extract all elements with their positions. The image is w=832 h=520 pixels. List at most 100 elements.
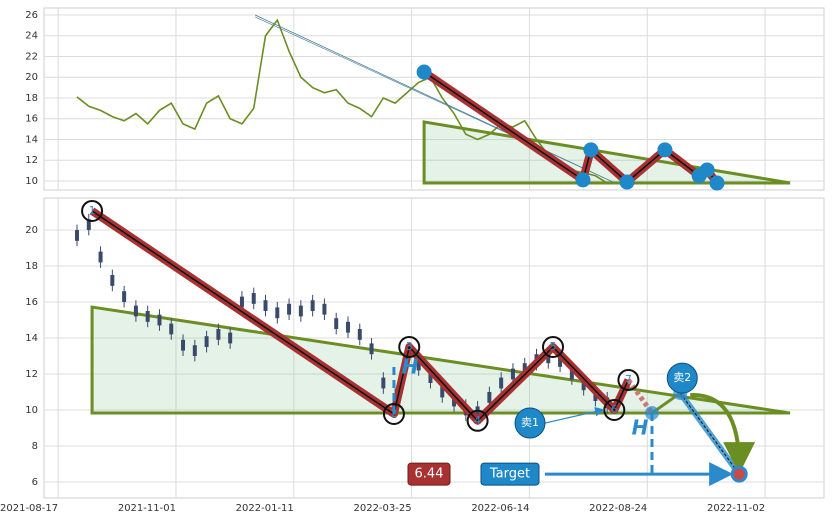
projection-arrow bbox=[679, 392, 741, 476]
pivot-label: 3 bbox=[406, 340, 413, 353]
candle-body bbox=[558, 356, 563, 367]
candle-body bbox=[310, 300, 315, 312]
candle-body bbox=[440, 386, 445, 398]
candle-body bbox=[122, 291, 127, 303]
pivot-point bbox=[575, 172, 591, 188]
pivot-point bbox=[583, 142, 599, 158]
x-tick-label: 2022-06-14 bbox=[471, 503, 529, 514]
candle-body bbox=[145, 311, 150, 322]
candle-body bbox=[263, 300, 268, 312]
candle-body bbox=[251, 293, 256, 304]
pivot-circle bbox=[542, 336, 565, 359]
y-tick-label: 20 bbox=[25, 225, 38, 236]
trend-line bbox=[255, 16, 616, 184]
candle-body bbox=[345, 321, 350, 333]
y-tick-label: 16 bbox=[25, 297, 38, 308]
price-line bbox=[76, 18, 608, 184]
plot-frame bbox=[43, 7, 825, 191]
pivot-label: 4 bbox=[474, 414, 481, 427]
candle-body bbox=[192, 345, 197, 357]
trend-line bbox=[254, 14, 616, 184]
pivot-label: 6 bbox=[611, 403, 618, 416]
x-tick-label: 2022-03-25 bbox=[353, 503, 411, 514]
sell-bubble bbox=[666, 362, 698, 394]
pivot-point bbox=[657, 142, 673, 158]
triangle-pattern bbox=[90, 305, 791, 415]
candle-body bbox=[133, 305, 138, 317]
x-tick-label: 2022-11-02 bbox=[707, 503, 765, 514]
candle-body bbox=[381, 377, 386, 389]
y-tick-label: 20 bbox=[25, 72, 38, 83]
candle-body bbox=[369, 343, 374, 355]
sell-point bbox=[644, 406, 659, 421]
candle-body bbox=[475, 406, 480, 418]
candle-body bbox=[86, 219, 91, 231]
candle-body bbox=[546, 352, 551, 364]
target-value-box bbox=[407, 462, 451, 486]
candle-body bbox=[239, 296, 244, 308]
pivot-circle bbox=[81, 199, 104, 222]
plot-frame bbox=[43, 197, 825, 499]
pivot-point bbox=[699, 162, 715, 178]
y-tick-label: 22 bbox=[25, 51, 38, 62]
y-tick-label: 12 bbox=[25, 369, 38, 380]
pivot-label: 1 bbox=[89, 204, 96, 217]
candle-body bbox=[157, 314, 162, 326]
y-tick-label: 14 bbox=[25, 134, 38, 145]
candle-body bbox=[334, 318, 339, 330]
candle-body bbox=[216, 329, 221, 340]
candle-body bbox=[357, 329, 362, 340]
candle-body bbox=[98, 251, 103, 263]
sell-label: 卖1 bbox=[521, 416, 539, 429]
y-tick-label: 18 bbox=[25, 261, 38, 272]
candle-body bbox=[487, 392, 492, 403]
y-tick-label: 8 bbox=[32, 441, 38, 452]
h-label: H bbox=[632, 416, 649, 440]
y-tick-label: 14 bbox=[25, 333, 38, 344]
pivot-label: 5 bbox=[550, 340, 557, 353]
x-tick-label: 2021-11-01 bbox=[118, 503, 176, 514]
candle-body bbox=[499, 377, 504, 389]
target-point bbox=[730, 465, 748, 483]
target-value: 6.44 bbox=[415, 467, 444, 482]
h-label: H bbox=[402, 354, 419, 378]
candle-body bbox=[287, 303, 292, 315]
candle-body bbox=[181, 339, 186, 351]
pivot-point bbox=[416, 64, 432, 80]
candle-body bbox=[169, 323, 174, 335]
candle-body bbox=[581, 379, 586, 391]
y-tick-label: 6 bbox=[32, 477, 38, 488]
candle-body bbox=[322, 303, 327, 315]
candle-body bbox=[275, 307, 280, 319]
pivot-circle bbox=[466, 409, 489, 432]
y-tick-label: 24 bbox=[25, 31, 38, 42]
candle-body bbox=[228, 332, 233, 344]
candle-body bbox=[298, 305, 303, 317]
candle-body bbox=[74, 230, 79, 241]
sell-arrow bbox=[544, 406, 605, 424]
sell-bubble bbox=[514, 407, 546, 439]
pivot-circle bbox=[382, 402, 405, 425]
pivot-point bbox=[709, 175, 725, 191]
y-tick-label: 10 bbox=[25, 405, 38, 416]
pivot-label: 7 bbox=[625, 373, 632, 386]
target-label: Target bbox=[489, 467, 530, 482]
target-box bbox=[480, 462, 540, 486]
sell-label: 卖2 bbox=[673, 371, 691, 384]
y-tick-label: 12 bbox=[25, 155, 38, 166]
candle-body bbox=[110, 275, 115, 286]
y-tick-label: 18 bbox=[25, 93, 38, 104]
y-tick-label: 16 bbox=[25, 114, 38, 125]
projection-curve bbox=[690, 393, 756, 475]
pivot-circle bbox=[617, 368, 640, 391]
x-tick-label: 2022-01-11 bbox=[236, 503, 294, 514]
triangle-pattern bbox=[422, 120, 791, 185]
candle-body bbox=[204, 336, 209, 348]
candle-body bbox=[522, 363, 527, 375]
y-tick-label: 10 bbox=[25, 176, 38, 187]
y-tick-label: 26 bbox=[25, 10, 38, 21]
candle-body bbox=[416, 359, 421, 371]
pivot-circle bbox=[398, 336, 421, 359]
candle-body bbox=[428, 372, 433, 384]
